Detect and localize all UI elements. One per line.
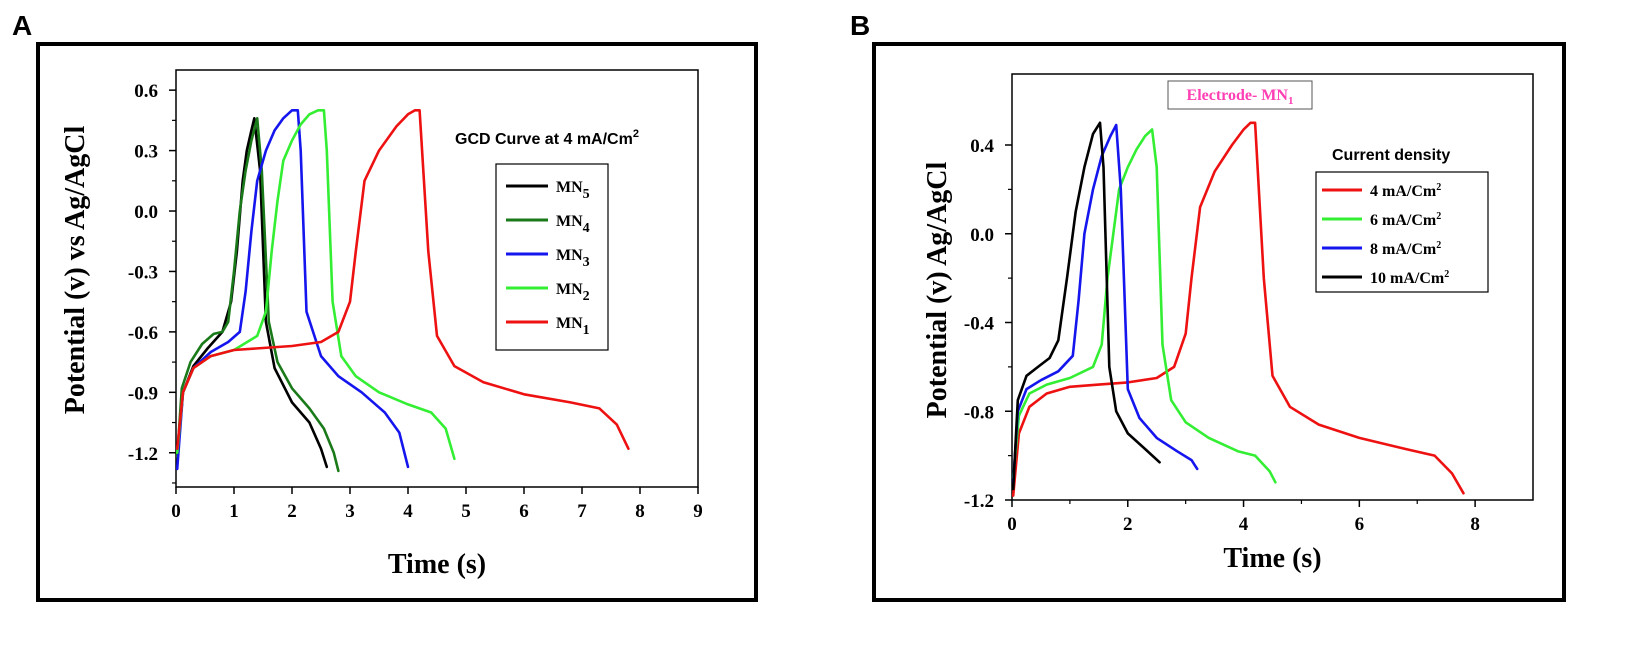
chart-frame-a xyxy=(36,42,758,602)
x-tick-label: 3 xyxy=(345,501,355,522)
panel-label-b: B xyxy=(850,10,871,41)
electrode-annotation-box xyxy=(1167,80,1313,110)
plot-area-a xyxy=(175,69,699,488)
x-tick-label: 6 xyxy=(519,501,529,522)
legend-title: Current density xyxy=(1332,147,1450,164)
x-axis-title: Time (s) xyxy=(388,549,486,580)
y-tick-label: 0.0 xyxy=(134,202,158,223)
y-tick-label: -1.2 xyxy=(964,491,994,512)
series-line-a-mn3 xyxy=(175,109,410,471)
series-line-b-10-ma-cm xyxy=(1011,121,1161,491)
series-line-a-mn4 xyxy=(175,117,340,473)
x-tick-label: 5 xyxy=(461,501,471,522)
legend-entry: 4 mA/Cm2 xyxy=(1370,182,1441,200)
legend-box xyxy=(1315,171,1489,293)
x-tick-label: 8 xyxy=(635,501,645,522)
series-line-b-4-ma-cm xyxy=(1011,121,1465,497)
plot-area-b xyxy=(1011,73,1534,501)
electrode-annotation: Electrode- MN1 xyxy=(1187,87,1294,107)
y-tick-label: -1.2 xyxy=(128,444,158,465)
x-tick-label: 6 xyxy=(1355,514,1365,535)
x-axis-title: Time (s) xyxy=(1223,543,1321,574)
y-tick-label: 0.0 xyxy=(970,225,994,246)
y-tick-label: -0.8 xyxy=(964,402,994,423)
series-line-a-mn5 xyxy=(175,117,329,469)
x-tick-label: 0 xyxy=(1007,514,1017,535)
y-tick-label: -0.9 xyxy=(128,383,158,404)
x-tick-label: 9 xyxy=(693,501,703,522)
legend-title: GCD Curve at 4 mA/Cm2 xyxy=(455,128,639,148)
x-tick-label: 4 xyxy=(403,501,413,522)
legend-entry: 8 mA/Cm2 xyxy=(1370,240,1441,258)
legend-entry: 10 mA/Cm2 xyxy=(1370,269,1449,287)
y-tick-label: 0.3 xyxy=(134,142,158,163)
legend-entry: 6 mA/Cm2 xyxy=(1370,211,1441,229)
series-line-b-6-ma-cm xyxy=(1011,128,1277,484)
y-axis-title: Potential (v) Ag/AgCl xyxy=(922,161,953,418)
x-tick-label: 0 xyxy=(171,501,181,522)
x-tick-label: 4 xyxy=(1239,514,1249,535)
x-tick-label: 2 xyxy=(1123,514,1133,535)
series-line-a-mn1 xyxy=(175,109,630,451)
y-tick-label: 0.6 xyxy=(134,81,158,102)
y-tick-label: -0.3 xyxy=(128,262,158,283)
y-axis-title: Potential (v) vs Ag/AgCl xyxy=(60,126,91,415)
chart-frame-b xyxy=(872,42,1566,602)
x-tick-label: 8 xyxy=(1470,514,1480,535)
panel-label-a: A xyxy=(12,10,33,41)
x-tick-label: 7 xyxy=(577,501,587,522)
legend-box xyxy=(495,163,609,351)
y-tick-label: -0.4 xyxy=(964,314,995,335)
y-tick-label: 0.4 xyxy=(970,136,994,157)
x-tick-label: 1 xyxy=(229,501,239,522)
x-tick-label: 2 xyxy=(287,501,297,522)
y-tick-label: -0.6 xyxy=(128,323,158,344)
